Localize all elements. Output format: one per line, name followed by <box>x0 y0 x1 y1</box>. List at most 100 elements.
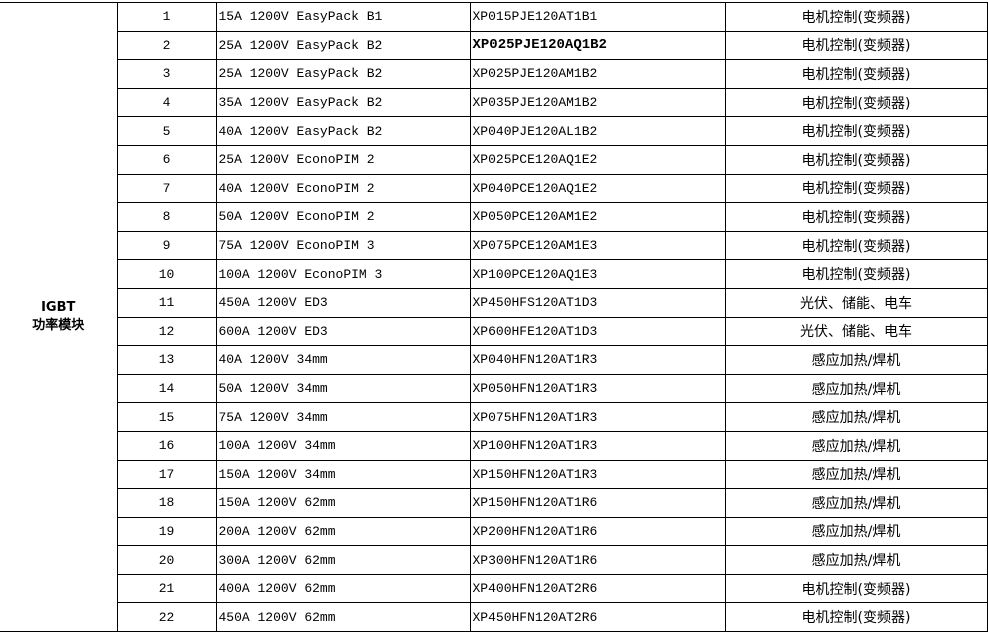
row-number: 18 <box>116 488 217 518</box>
row-number: 21 <box>116 573 217 604</box>
row-number: 6 <box>116 144 217 175</box>
application: 感应加热/焊机 <box>724 516 988 547</box>
part-number: XP100HFN120AT1R3 <box>469 430 726 461</box>
row-number: 7 <box>116 173 217 204</box>
row-number: 13 <box>116 345 217 375</box>
row-number: 1 <box>116 2 217 32</box>
application: 感应加热/焊机 <box>724 459 988 490</box>
product-description: 25A 1200V EasyPack B2 <box>215 59 471 89</box>
application: 感应加热/焊机 <box>724 488 988 518</box>
part-number: XP015PJE120AT1B1 <box>469 2 726 32</box>
table-row: 20 300A 1200V 62mm XP300HFN120AT1R6 感应加热/焊机 <box>0 545 988 575</box>
table-row: 2 25A 1200V EasyPack B2 XP025PJE120AQ1B2 电机… <box>0 30 988 61</box>
row-number: 19 <box>116 516 217 547</box>
product-description: 50A 1200V EconoPIM 2 <box>215 202 471 232</box>
product-description: 400A 1200V 62mm <box>215 573 471 604</box>
product-description: 150A 1200V 62mm <box>215 488 471 518</box>
row-number: 20 <box>116 545 217 575</box>
application: 电机控制(变频器) <box>724 173 988 204</box>
product-description: 200A 1200V 62mm <box>215 516 471 547</box>
product-description: 15A 1200V EasyPack B1 <box>215 2 471 32</box>
application: 电机控制(变频器) <box>724 116 988 146</box>
table-row: 19 200A 1200V 62mm XP200HFN120AT1R6 感应加热/焊机 <box>0 516 988 547</box>
application: 电机控制(变频器) <box>724 230 988 261</box>
part-number: XP450HFS120AT1D3 <box>469 287 726 318</box>
table-row: 17 150A 1200V 34mm XP150HFN120AT1R3 感应加热/焊机 <box>0 459 988 490</box>
application: 电机控制(变频器) <box>724 573 988 604</box>
row-number: 8 <box>116 202 217 232</box>
table-row: 22 450A 1200V 62mm XP450HFN120AT2R6 电机控制(变频… <box>0 602 988 633</box>
row-number: 17 <box>116 459 217 490</box>
application: 感应加热/焊机 <box>724 545 988 575</box>
part-number: XP150HFN120AT1R6 <box>469 488 726 518</box>
product-description: 450A 1200V ED3 <box>215 287 471 318</box>
application: 电机控制(变频器) <box>724 30 988 61</box>
row-number: 14 <box>116 373 217 404</box>
application: 电机控制(变频器) <box>724 87 988 118</box>
part-number: XP025PCE120AQ1E2 <box>469 144 726 175</box>
part-number: XP075PCE120AM1E3 <box>469 230 726 261</box>
table-row: 21 400A 1200V 62mm XP400HFN120AT2R6 电机控制(变频… <box>0 573 988 604</box>
application: 电机控制(变频器) <box>724 2 988 32</box>
product-description: 100A 1200V 34mm <box>215 430 471 461</box>
product-description: 40A 1200V 34mm <box>215 345 471 375</box>
application: 电机控制(变频器) <box>724 602 988 633</box>
application: 电机控制(变频器) <box>724 144 988 175</box>
product-description: 40A 1200V EasyPack B2 <box>215 116 471 146</box>
table-row: 13 40A 1200V 34mm XP040HFN120AT1R3 感应加热/焊机 <box>0 345 988 375</box>
part-number: XP040PCE120AQ1E2 <box>469 173 726 204</box>
part-number: XP050PCE120AM1E2 <box>469 202 726 232</box>
product-description: 40A 1200V EconoPIM 2 <box>215 173 471 204</box>
part-number: XP100PCE120AQ1E3 <box>469 259 726 289</box>
row-number: 15 <box>116 402 217 432</box>
product-description: 35A 1200V EasyPack B2 <box>215 87 471 118</box>
table-row: 18 150A 1200V 62mm XP150HFN120AT1R6 感应加热/焊机 <box>0 488 988 518</box>
part-number: XP300HFN120AT1R6 <box>469 545 726 575</box>
application: 感应加热/焊机 <box>724 345 988 375</box>
table-row: 7 40A 1200V EconoPIM 2 XP040PCE120AQ1E2 电机控… <box>0 173 988 204</box>
product-description: 300A 1200V 62mm <box>215 545 471 575</box>
row-number: 2 <box>116 30 217 61</box>
part-number: XP200HFN120AT1R6 <box>469 516 726 547</box>
table-row: 5 40A 1200V EasyPack B2 XP040PJE120AL1B2 电机… <box>0 116 988 146</box>
application: 电机控制(变频器) <box>724 202 988 232</box>
application: 光伏、储能、电车 <box>724 316 988 347</box>
part-number: XP035PJE120AM1B2 <box>469 87 726 118</box>
category-line1: IGBT <box>41 300 76 316</box>
part-number: XP600HFE120AT1D3 <box>469 316 726 347</box>
table-row: 8 50A 1200V EconoPIM 2 XP050PCE120AM1E2 电机控… <box>0 202 988 232</box>
application: 电机控制(变频器) <box>724 259 988 289</box>
part-number: XP400HFN120AT2R6 <box>469 573 726 604</box>
row-number: 22 <box>116 602 217 633</box>
row-number: 10 <box>116 259 217 289</box>
part-number: XP025PJE120AM1B2 <box>469 59 726 89</box>
product-description: 50A 1200V 34mm <box>215 373 471 404</box>
product-description: 25A 1200V EconoPIM 2 <box>215 144 471 175</box>
row-number: 16 <box>116 430 217 461</box>
table-row: 10 100A 1200V EconoPIM 3 XP100PCE120AQ1E3 电… <box>0 259 988 289</box>
table-row: 3 25A 1200V EasyPack B2 XP025PJE120AM1B2 电机… <box>0 59 988 89</box>
row-number: 5 <box>116 116 217 146</box>
row-number: 9 <box>116 230 217 261</box>
table-row: 4 35A 1200V EasyPack B2 XP035PJE120AM1B2 电机… <box>0 87 988 118</box>
table-row: 12 600A 1200V ED3 XP600HFE120AT1D3 光伏、储能、电车 <box>0 316 988 347</box>
row-number: 12 <box>116 316 217 347</box>
part-number: XP025PJE120AQ1B2 <box>469 30 726 61</box>
part-number: XP040HFN120AT1R3 <box>469 345 726 375</box>
table-row: 9 75A 1200V EconoPIM 3 XP075PCE120AM1E3 电机控… <box>0 230 988 261</box>
application: 光伏、储能、电车 <box>724 287 988 318</box>
product-description: 75A 1200V EconoPIM 3 <box>215 230 471 261</box>
product-description: 150A 1200V 34mm <box>215 459 471 490</box>
product-description: 75A 1200V 34mm <box>215 402 471 432</box>
category-cell: IGBT 功率模块 <box>0 1 118 633</box>
part-number: XP050HFN120AT1R3 <box>469 373 726 404</box>
product-description: 600A 1200V ED3 <box>215 316 471 347</box>
part-number: XP450HFN120AT2R6 <box>469 602 726 633</box>
product-description: 450A 1200V 62mm <box>215 602 471 633</box>
row-number: 11 <box>116 287 217 318</box>
product-description: 25A 1200V EasyPack B2 <box>215 30 471 61</box>
table-row: 16 100A 1200V 34mm XP100HFN120AT1R3 感应加热/焊机 <box>0 430 988 461</box>
table-row: 14 50A 1200V 34mm XP050HFN120AT1R3 感应加热/焊机 <box>0 373 988 404</box>
